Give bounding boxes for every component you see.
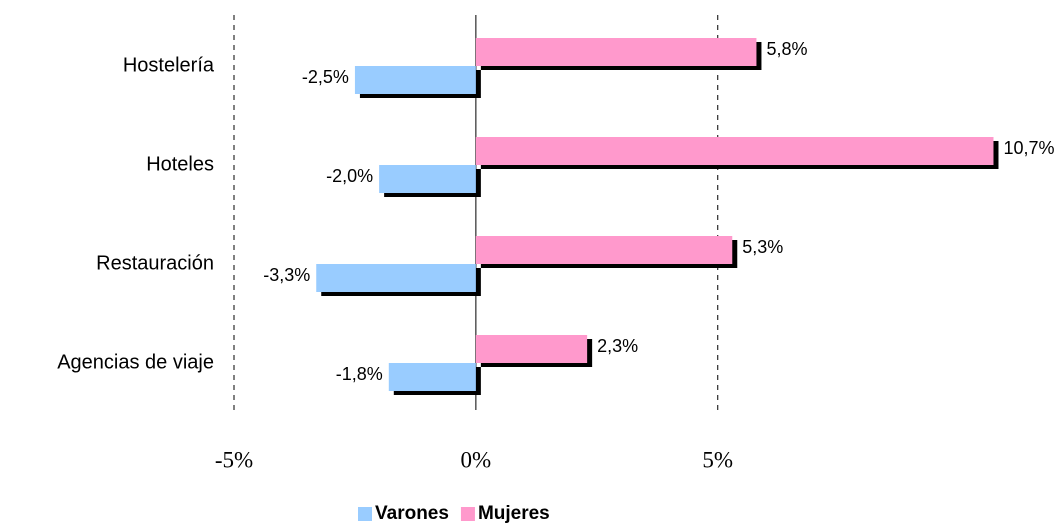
bar bbox=[475, 236, 733, 264]
bar bbox=[475, 335, 588, 363]
bar bbox=[475, 38, 757, 66]
value-label: -2,0% bbox=[326, 166, 373, 186]
value-label: -1,8% bbox=[336, 364, 383, 384]
bar bbox=[379, 165, 476, 193]
y-tick-label: Agencias de viaje bbox=[57, 351, 214, 373]
x-tick-label: 0% bbox=[461, 447, 492, 472]
bar bbox=[388, 363, 476, 391]
bar bbox=[475, 137, 994, 165]
value-label: 5,8% bbox=[766, 39, 807, 59]
legend-label: Mujeres bbox=[478, 503, 550, 524]
value-label: -2,5% bbox=[302, 67, 349, 87]
legend-swatch bbox=[460, 507, 475, 521]
value-label: 2,3% bbox=[597, 336, 638, 356]
bar bbox=[354, 66, 476, 94]
legend-label: Varones bbox=[375, 503, 449, 524]
x-tick-label: -5% bbox=[215, 447, 253, 472]
legend-swatch bbox=[358, 507, 372, 521]
y-tick-label: Hoteles bbox=[146, 153, 214, 175]
value-label: 10,7% bbox=[1003, 138, 1054, 158]
value-label: -3,3% bbox=[263, 265, 310, 285]
x-tick-label: 5% bbox=[702, 447, 733, 472]
value-label: 5,3% bbox=[742, 237, 783, 257]
y-tick-label: Hostelería bbox=[123, 54, 215, 76]
bar bbox=[316, 264, 476, 292]
y-tick-label: Restauración bbox=[96, 252, 214, 274]
